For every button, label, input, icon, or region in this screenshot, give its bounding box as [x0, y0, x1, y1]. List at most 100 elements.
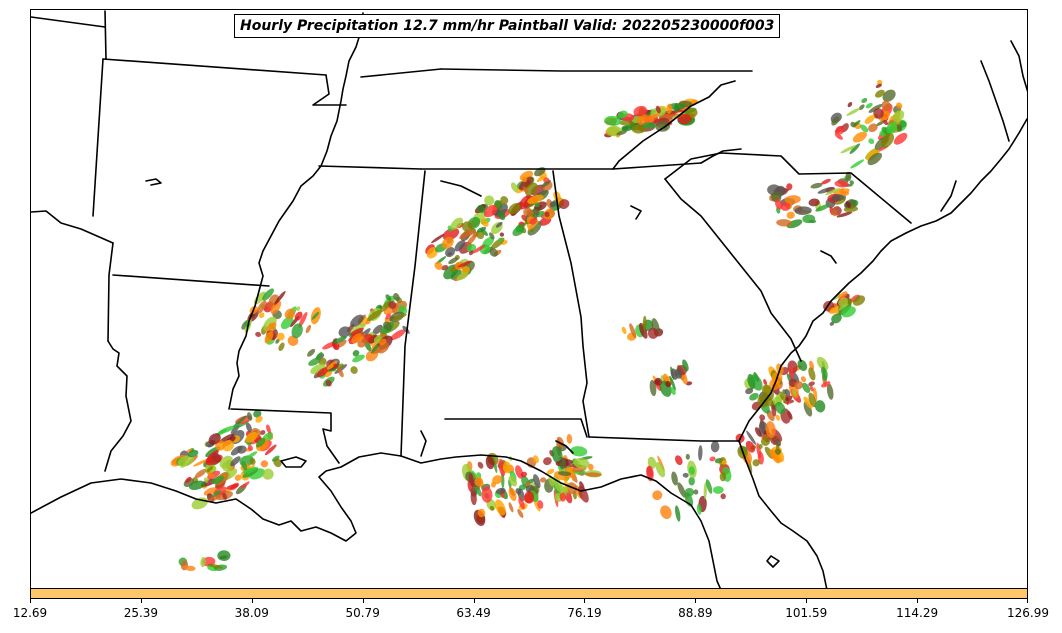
precip-blob: [477, 205, 485, 213]
precip-blob: [434, 261, 443, 270]
precip-blob: [264, 331, 274, 344]
precip-blob: [647, 327, 659, 339]
boundary-louisiana-mississippi-north: [230, 408, 340, 464]
precip-blob: [543, 457, 552, 466]
precip-blob: [784, 195, 801, 204]
precip-blob: [831, 194, 844, 202]
precip-blob: [825, 188, 841, 196]
precip-blob: [333, 363, 338, 369]
precip-blob: [258, 312, 265, 319]
precip-blob: [533, 474, 541, 489]
precip-blob: [476, 226, 487, 233]
precip-blob: [867, 152, 883, 166]
precip-blob: [721, 460, 727, 465]
precip-blob: [246, 451, 258, 459]
precip-blob: [817, 187, 834, 194]
precip-blob: [207, 471, 214, 479]
precip-blob: [391, 313, 407, 321]
colorbar-tick-label: 38.09: [234, 606, 269, 620]
precip-blob: [255, 331, 262, 337]
precip-blob: [526, 209, 534, 217]
precip-blob: [808, 381, 815, 387]
precip-blob: [570, 466, 575, 482]
precip-blob: [874, 89, 885, 98]
precip-blob: [529, 217, 538, 225]
precip-blob: [294, 311, 303, 321]
precip-blob: [525, 182, 538, 197]
precip-blob: [831, 116, 840, 126]
precip-blob: [559, 459, 566, 470]
precip-blob: [518, 176, 534, 191]
chesapeake-coast: [980, 60, 1010, 142]
precip-blob: [774, 199, 783, 210]
precip-blob: [447, 252, 453, 256]
precip-blob: [284, 308, 296, 320]
precip-blob: [450, 217, 464, 230]
precip-blob: [336, 363, 344, 370]
colorbar-tick: [141, 599, 142, 603]
precip-blob: [703, 482, 707, 500]
precip-blob: [431, 233, 445, 244]
precip-blob: [841, 306, 856, 318]
mobile-bay: [420, 430, 427, 457]
precip-blob: [402, 325, 410, 334]
precip-blob: [896, 124, 903, 131]
precip-blob: [570, 446, 588, 457]
boundary-missouri-arkansas: [318, 165, 422, 170]
precip-blob: [786, 183, 793, 191]
precip-blob: [646, 112, 651, 116]
precip-blob: [249, 457, 256, 465]
precip-blob: [522, 186, 529, 194]
precip-blob: [316, 367, 329, 378]
precip-blob: [296, 306, 301, 311]
precip-blob: [666, 103, 673, 115]
precip-blob: [527, 221, 542, 236]
precip-blob: [372, 324, 383, 335]
mississippi-river: [228, 12, 364, 410]
precip-blob: [710, 441, 720, 453]
precip-blob: [489, 248, 498, 257]
precip-blob: [489, 232, 495, 240]
precip-blob: [325, 379, 332, 387]
precip-blob: [865, 148, 880, 161]
precip-blob: [633, 105, 647, 117]
precip-blob: [705, 479, 713, 494]
precip-blob: [616, 130, 628, 136]
precip-blob: [655, 105, 661, 114]
precip-blob: [829, 307, 837, 313]
precip-blob: [495, 221, 503, 228]
colorbar-tick-label: 50.79: [345, 606, 380, 620]
precip-blob: [797, 359, 808, 371]
colorbar-tick-label: 101.59: [785, 606, 828, 620]
precip-blob: [185, 565, 196, 572]
precip-blob: [334, 364, 348, 374]
boundary-kansas-missouri: [312, 74, 347, 106]
precip-blob: [803, 401, 813, 417]
precip-blob: [189, 480, 206, 491]
precip-blob: [808, 198, 820, 207]
state-boundaries: [31, 10, 1027, 588]
precip-blob: [203, 477, 209, 483]
precip-blob: [482, 236, 494, 248]
precip-blob: [847, 102, 853, 108]
precip-blob: [441, 236, 454, 249]
precip-blob: [631, 124, 646, 134]
precip-blob: [875, 83, 882, 89]
precip-blob: [829, 321, 835, 326]
precip-blob: [315, 351, 323, 360]
precip-blob: [442, 227, 460, 241]
precip-blob: [558, 199, 570, 210]
precip-blob: [775, 438, 781, 447]
precip-blob: [531, 196, 539, 203]
precip-blob: [222, 492, 227, 500]
precip-blob: [273, 458, 282, 468]
precip-blob: [838, 291, 848, 300]
precip-blob: [831, 209, 838, 217]
precip-blob: [669, 375, 676, 391]
precip-blob: [682, 472, 689, 478]
precip-blob: [566, 434, 573, 444]
precip-blob: [835, 125, 845, 135]
precip-blob: [515, 488, 522, 495]
precip-blob: [808, 367, 816, 381]
colorbar-tick-label: 12.69: [12, 606, 48, 620]
